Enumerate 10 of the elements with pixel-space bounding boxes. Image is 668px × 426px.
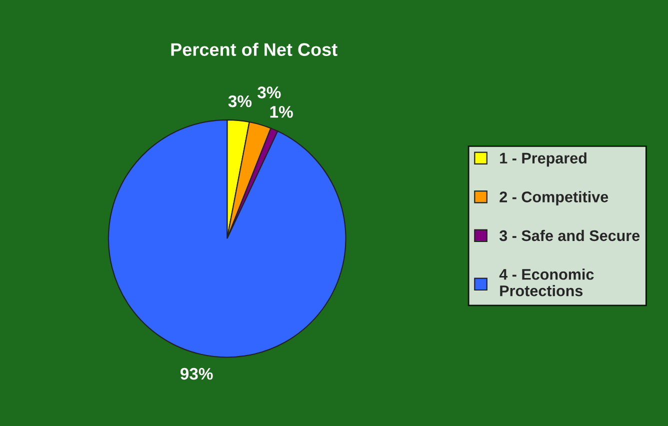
data-label: 93% bbox=[180, 368, 213, 380]
legend-label: 3 - Safe and Secure bbox=[499, 230, 640, 242]
legend-label: 1 - Prepared bbox=[500, 152, 586, 167]
legend-label: 2 - Competitive bbox=[500, 191, 608, 206]
legend-label: 4 - Economic Protections bbox=[499, 268, 594, 296]
data-label: 3% bbox=[228, 95, 252, 108]
data-label: 3% bbox=[258, 86, 281, 98]
chart-title: Percent of Net Cost bbox=[171, 42, 338, 56]
data-label: 1% bbox=[270, 106, 293, 118]
pie-slice bbox=[108, 119, 346, 358]
